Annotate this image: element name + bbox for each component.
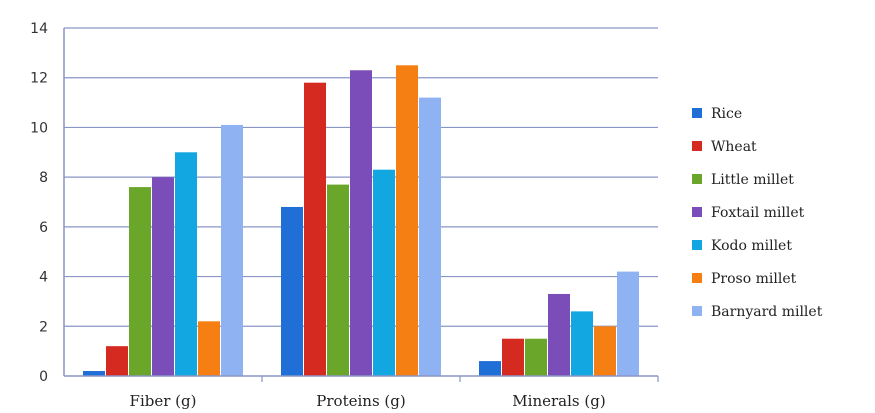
legend-swatch [692, 273, 702, 283]
legend-swatch [692, 240, 702, 250]
bar [152, 177, 174, 376]
y-tick-label: 6 [39, 220, 48, 236]
legend-label: Kodo millet [711, 238, 792, 254]
x-category-label: Minerals (g) [512, 392, 605, 410]
bar [198, 321, 220, 376]
y-tick-label: 10 [30, 120, 48, 136]
legend-swatch [692, 174, 702, 184]
bar [396, 65, 418, 376]
bar [571, 311, 593, 376]
legend-label: Barnyard millet [711, 304, 823, 320]
legend-swatch [692, 141, 702, 151]
bar [304, 83, 326, 376]
bar [373, 170, 395, 376]
legend-swatch [692, 108, 702, 118]
legend-swatch [692, 207, 702, 217]
bar [175, 152, 197, 376]
bar [502, 339, 524, 376]
y-tick-label: 2 [39, 319, 48, 335]
bar [548, 294, 570, 376]
bar [479, 361, 501, 376]
y-tick-label: 0 [39, 369, 48, 385]
bar [221, 125, 243, 376]
y-tick-label: 4 [39, 270, 48, 286]
bar [594, 326, 616, 376]
bar [106, 346, 128, 376]
legend-label: Rice [711, 106, 742, 122]
x-category-label: Fiber (g) [130, 392, 197, 410]
y-tick-label: 8 [39, 170, 48, 186]
legend-label: Proso millet [711, 271, 797, 287]
bar [281, 207, 303, 376]
legend-item: Barnyard millet [692, 304, 823, 320]
legend-swatch [692, 306, 702, 316]
bar [617, 272, 639, 376]
y-tick-label: 14 [30, 21, 48, 37]
x-category-label: Proteins (g) [316, 392, 405, 410]
bar [525, 339, 547, 376]
bar [350, 70, 372, 376]
y-tick-label: 12 [30, 71, 48, 87]
legend-label: Little millet [711, 172, 794, 188]
legend-label: Foxtail millet [711, 205, 805, 221]
legend-label: Wheat [711, 139, 757, 155]
bar [129, 187, 151, 376]
bar [419, 98, 441, 376]
bar [327, 185, 349, 376]
